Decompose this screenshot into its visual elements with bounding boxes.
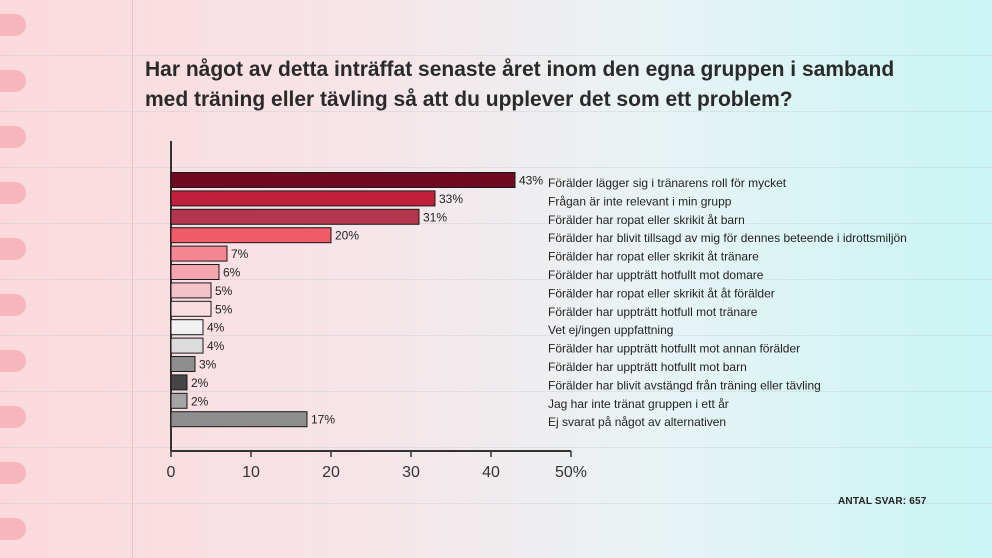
bar xyxy=(170,411,308,428)
category-label: Förälder har uppträtt hotfullt mot annan… xyxy=(548,342,800,356)
bar-value-label: 43% xyxy=(519,174,543,188)
bar xyxy=(170,172,516,188)
bar-value-label: 4% xyxy=(207,321,225,335)
bar xyxy=(170,245,228,262)
category-label: Förälder har ropat eller skrikit åt trän… xyxy=(548,250,759,264)
x-tick-label: 20 xyxy=(322,464,340,481)
category-label: Jag har inte tränat gruppen i ett år xyxy=(548,397,729,411)
bar-value-label: 17% xyxy=(311,413,335,427)
notebook-hole xyxy=(0,406,26,428)
category-label: Förälder har ropat eller skrikit åt barn xyxy=(548,213,745,227)
category-label: Vet ej/ingen uppfattning xyxy=(548,323,673,337)
category-label: Förälder har uppträtt hotfull mot tränar… xyxy=(548,305,758,319)
bar-value-label: 31% xyxy=(423,210,447,224)
bar xyxy=(170,392,188,409)
x-tick-label: 10 xyxy=(242,464,260,481)
bar xyxy=(170,264,220,280)
category-label: Förälder har ropat eller skrikit åt åt f… xyxy=(548,286,775,300)
bar-value-label: 5% xyxy=(215,284,233,298)
category-label: Ej svarat på något av alternativen xyxy=(548,415,726,429)
notebook-hole xyxy=(0,70,26,92)
x-tick-label: 50% xyxy=(555,464,587,481)
notebook-hole xyxy=(0,294,26,316)
response-count: ANTAL SVAR: 657 xyxy=(838,496,927,507)
notebook-hole xyxy=(0,350,26,372)
x-tick-label: 40 xyxy=(482,464,500,481)
bar xyxy=(170,227,332,244)
bar-value-label: 5% xyxy=(215,302,233,316)
bar xyxy=(170,337,204,354)
title-line-1: Har något av detta inträffat senaste åre… xyxy=(145,58,895,81)
bar xyxy=(170,190,436,207)
title-line-2: med träning eller tävling så att du uppl… xyxy=(145,88,793,111)
bar-value-label: 6% xyxy=(223,266,241,280)
category-label: Förälder lägger sig i tränarens roll för… xyxy=(548,176,787,190)
category-label: Frågan är inte relevant i min grupp xyxy=(548,194,732,208)
notebook-hole xyxy=(0,126,26,148)
chart-title: Har något av detta inträffat senaste åre… xyxy=(145,55,945,115)
x-tick-label: 0 xyxy=(167,464,176,481)
bar xyxy=(170,319,204,336)
x-tick-label: 30 xyxy=(402,464,420,481)
category-label: Förälder har blivit avstängd från tränin… xyxy=(548,378,821,392)
notebook-hole xyxy=(0,462,26,484)
notebook-hole xyxy=(0,238,26,260)
bar-value-label: 20% xyxy=(335,229,359,243)
bar-value-label: 4% xyxy=(207,339,225,353)
notebook-hole xyxy=(0,182,26,204)
notebook-holes xyxy=(0,0,28,558)
bar-value-label: 2% xyxy=(191,376,209,390)
notebook-hole xyxy=(0,518,26,540)
bar xyxy=(170,356,196,372)
bar xyxy=(170,300,212,317)
notebook-hole xyxy=(0,14,26,36)
category-label: Förälder har uppträtt hotfullt mot domar… xyxy=(548,268,764,282)
notebook-margin-line xyxy=(132,0,133,558)
bar-value-label: 3% xyxy=(199,358,217,372)
category-label: Förälder har blivit tillsagd av mig för … xyxy=(548,231,907,245)
bar-value-label: 7% xyxy=(231,247,249,261)
bar xyxy=(170,374,188,391)
bar-value-label: 2% xyxy=(191,394,209,408)
bar xyxy=(170,282,212,299)
category-label: Förälder har uppträtt hotfullt mot barn xyxy=(548,360,747,374)
bar xyxy=(170,208,420,225)
bar-value-label: 33% xyxy=(439,192,463,206)
